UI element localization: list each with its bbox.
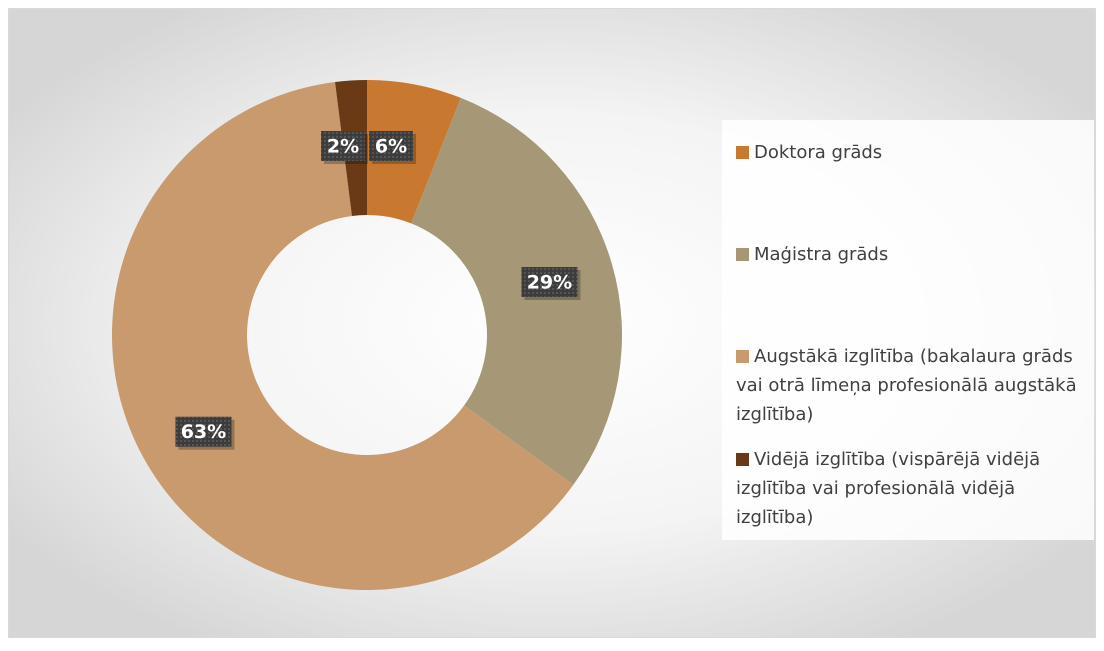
value-label: 63% [181,421,226,443]
value-label: 2% [327,136,359,158]
legend-item: Doktora grāds [736,138,1086,167]
legend-item: Vidējā izglītība (vispārējā vidējā izglī… [736,445,1086,532]
legend-swatch [736,248,749,261]
value-label-box [175,416,232,447]
donut-slice [112,82,574,591]
value-label: 6% [375,136,407,158]
legend-label: Augstākā izglītība (bakalaura grāds vai … [736,346,1077,425]
legend-label: Doktora grāds [754,142,883,163]
donut-slice [411,97,623,485]
value-label-box [521,266,578,297]
legend-swatch [736,146,749,159]
legend-label: Vidējā izglītība (vispārējā vidējā izglī… [736,449,1041,528]
value-label-box [321,131,365,161]
legend-item: Maģistra grāds [736,240,1086,269]
legend-swatch [736,350,749,363]
donut-slice [367,80,461,224]
legend: Doktora grāds Maģistra grāds Augstākā izgl… [722,120,1094,540]
legend-swatch [736,453,749,466]
legend-label: Maģistra grāds [754,244,889,265]
legend-item: Augstākā izglītība (bakalaura grāds vai … [736,342,1086,429]
value-label-box [369,131,413,161]
value-label: 29% [527,271,572,293]
